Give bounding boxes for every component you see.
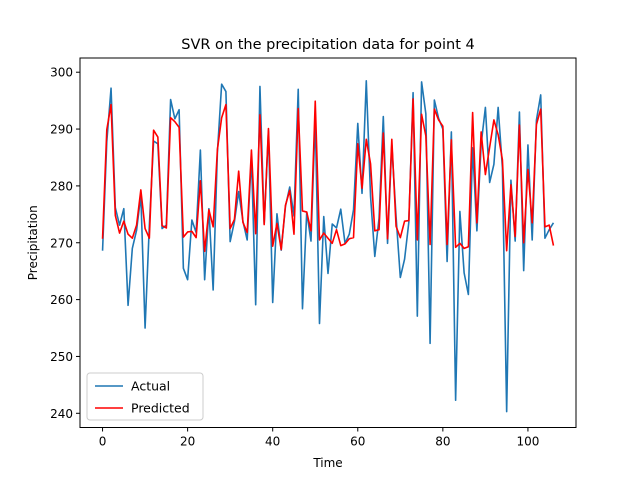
y-tick-label: 240 xyxy=(50,407,73,421)
y-tick-label: 280 xyxy=(50,179,73,193)
x-tick-label: 0 xyxy=(99,435,107,449)
y-tick-label: 260 xyxy=(50,293,73,307)
y-tick-label: 300 xyxy=(50,66,73,80)
x-tick-label: 100 xyxy=(516,435,539,449)
series-line-predicted xyxy=(101,98,555,253)
legend-label-actual: Actual xyxy=(131,379,170,394)
x-tick-label: 60 xyxy=(350,435,365,449)
y-axis: 240 250 260 270 280 290 300 xyxy=(50,66,80,421)
y-tick-label: 250 xyxy=(50,350,73,364)
y-axis-label: Precipitation xyxy=(26,205,40,280)
x-tick-label: 20 xyxy=(180,435,195,449)
x-tick-label: 80 xyxy=(435,435,450,449)
plot-area xyxy=(101,79,555,413)
x-tick-label: 40 xyxy=(265,435,280,449)
y-tick-label: 270 xyxy=(50,236,73,250)
legend: Actual Predicted xyxy=(86,372,204,421)
x-axis-label: Time xyxy=(312,456,342,470)
x-axis: 0 20 40 60 80 100 xyxy=(99,427,539,449)
legend-label-predicted: Predicted xyxy=(131,401,190,416)
y-tick-label: 290 xyxy=(50,123,73,137)
chart-title: SVR on the precipitation data for point … xyxy=(181,37,474,53)
